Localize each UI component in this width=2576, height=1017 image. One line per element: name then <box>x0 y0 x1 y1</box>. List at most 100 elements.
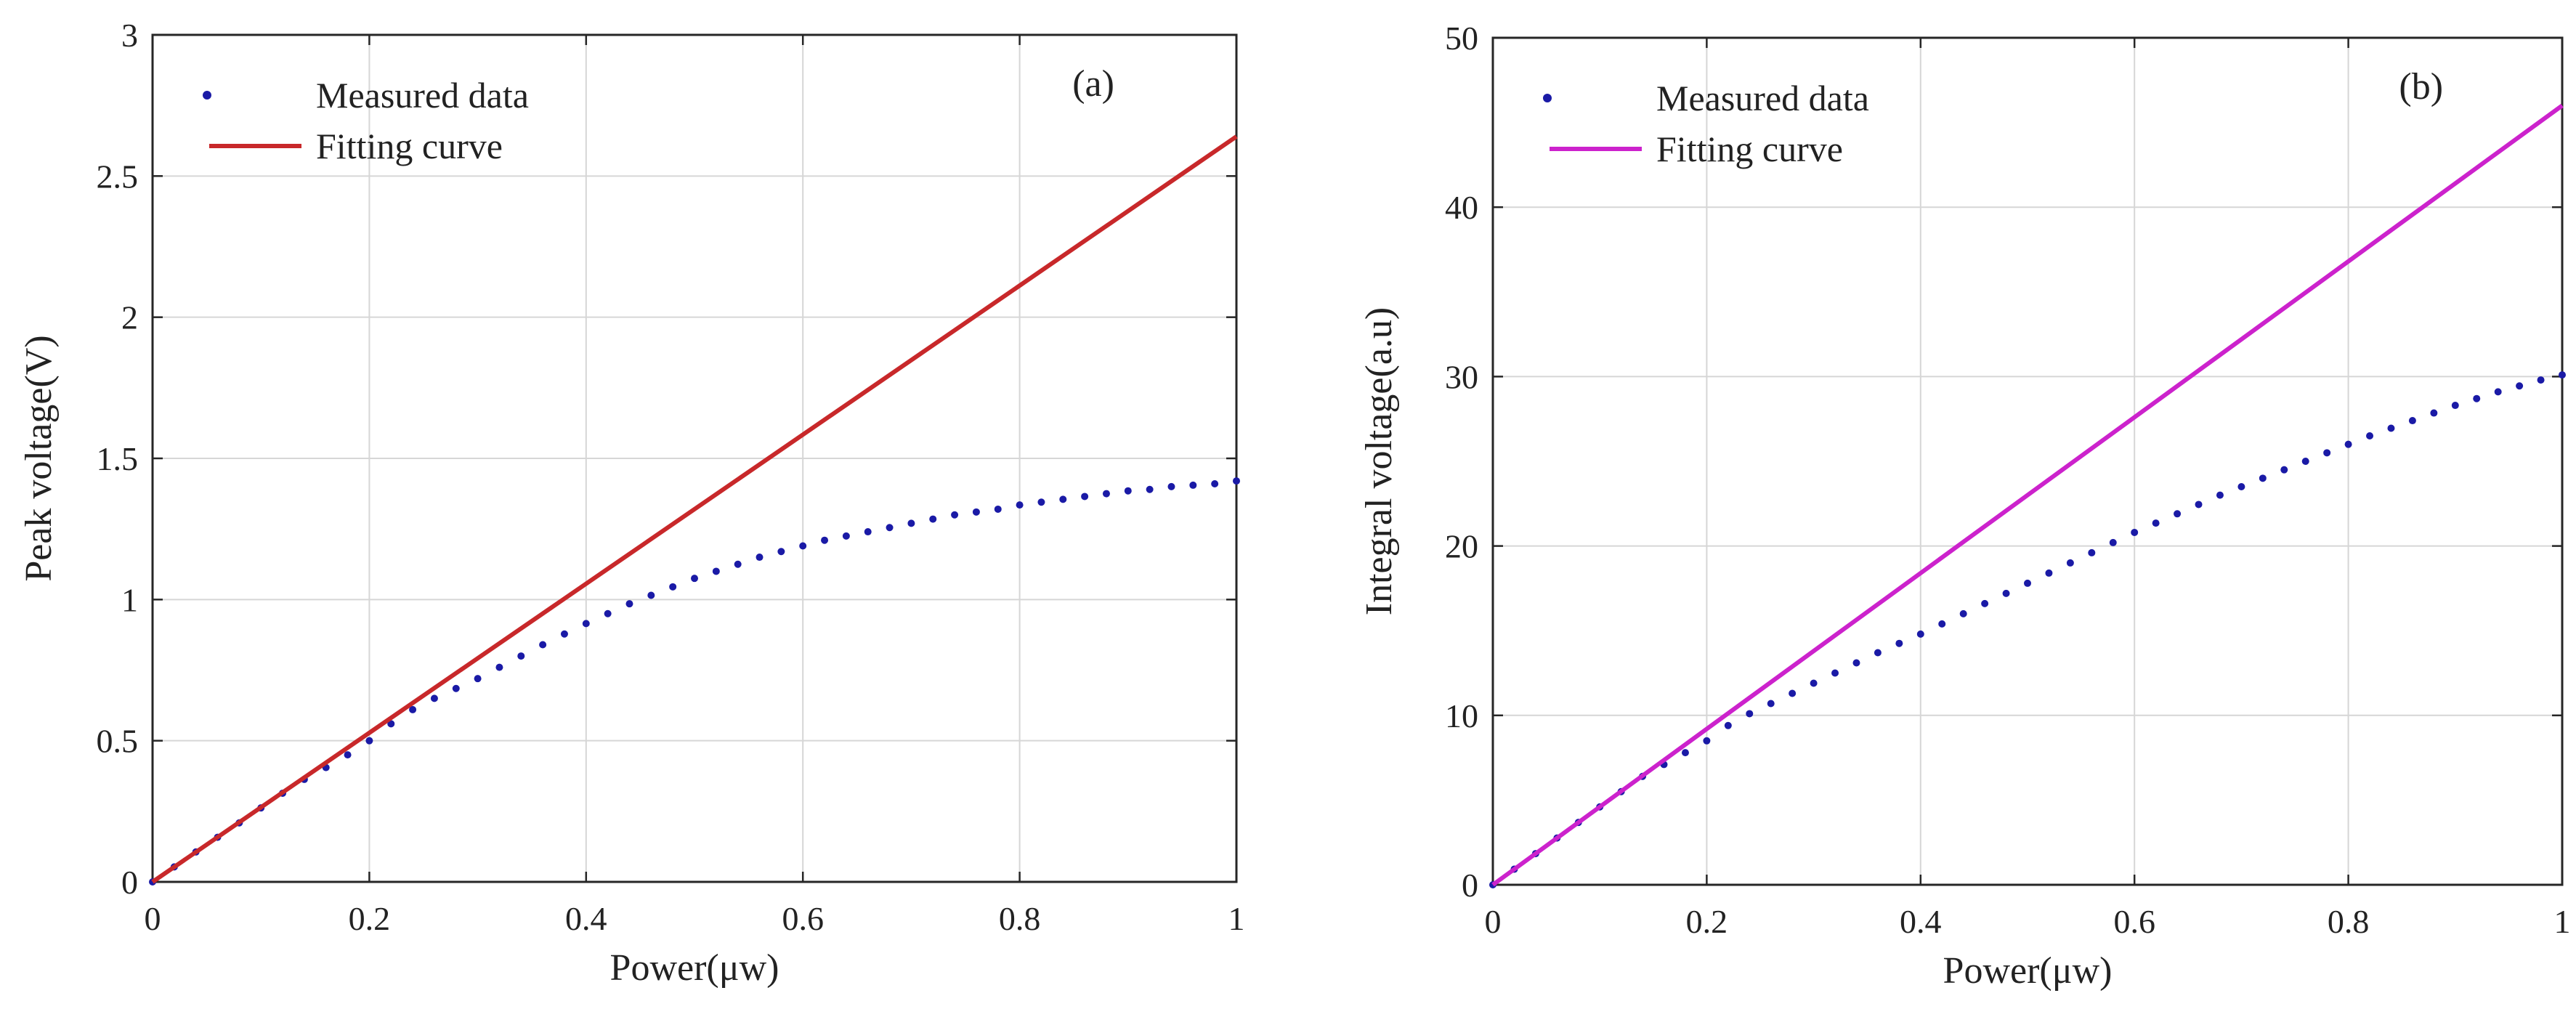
measured-data-point <box>777 548 785 556</box>
panel-label-b: (b) <box>2399 66 2443 108</box>
measured-data-point <box>2109 538 2117 546</box>
measured-data-point <box>669 583 677 591</box>
x-axis-title-a: Power(μw) <box>610 947 779 989</box>
y-tick-label: 0 <box>1462 867 1478 904</box>
measured-data-point <box>1852 659 1860 667</box>
measured-data-point <box>2537 376 2545 384</box>
y-tick-label: 50 <box>1445 20 1478 57</box>
measured-data-point <box>1102 490 1110 498</box>
measured-data-point <box>2174 510 2182 518</box>
y-tick-label: 30 <box>1445 358 1478 395</box>
measured-data-point <box>1124 487 1132 495</box>
measured-data-point <box>1233 477 1240 485</box>
measured-data-point <box>2195 501 2203 508</box>
measured-data-point <box>1874 649 1882 657</box>
measured-data-point <box>2366 432 2374 440</box>
x-tick-labels-a: 0 0.2 0.4 0.6 0.8 1 <box>145 900 1245 937</box>
legend-marker-measured <box>1543 94 1552 102</box>
measured-data-point <box>756 554 764 562</box>
y-axis-title-b: Integral voltage(a.u) <box>1358 307 1400 615</box>
measured-data-point <box>734 560 742 568</box>
x-tick-label: 0.2 <box>349 900 391 937</box>
measured-data-point <box>972 508 980 516</box>
measured-data-point <box>1831 669 1839 677</box>
measured-data-point <box>994 505 1002 513</box>
x-tick-label: 0.8 <box>999 900 1041 937</box>
y-tick-labels-b: 0 10 20 30 40 50 <box>1445 20 1478 904</box>
measured-data-point <box>2387 424 2395 432</box>
measured-data-point <box>1746 710 1754 718</box>
measured-data-point <box>582 620 590 628</box>
measured-data-point <box>2473 394 2481 402</box>
measured-data-point <box>2088 548 2096 556</box>
x-tick-label: 0.8 <box>2328 903 2370 940</box>
measured-data-point <box>691 575 698 583</box>
measured-data-point <box>2131 528 2139 536</box>
measured-data-point <box>821 536 829 544</box>
axis-ticks-a <box>151 33 1238 883</box>
measured-data-point <box>1916 630 1924 638</box>
y-tick-label: 0.5 <box>97 723 139 760</box>
x-tick-label: 0.6 <box>782 900 824 937</box>
measured-data-point <box>1959 609 1967 617</box>
measured-data-point <box>2451 402 2459 410</box>
panel-label-a: (a) <box>1072 63 1114 105</box>
plot-frame-b <box>1491 36 2564 886</box>
grid-b <box>1492 37 2563 886</box>
grid-a <box>152 34 1237 883</box>
x-tick-label: 0.6 <box>2113 903 2155 940</box>
x-tick-label: 0.2 <box>1686 903 1728 940</box>
y-tick-label: 1 <box>121 581 138 618</box>
measured-data-point <box>1810 679 1818 687</box>
measured-data-point <box>1938 620 1946 628</box>
measured-data-point <box>517 652 525 660</box>
measured-data-point <box>2152 519 2160 527</box>
measured-data-point <box>387 720 395 728</box>
measured-data-point <box>560 630 568 638</box>
measured-data-point <box>1724 721 1732 729</box>
series-b <box>1489 103 2566 888</box>
x-axis-title-b: Power(μw) <box>1943 950 2113 992</box>
x-tick-label: 0.4 <box>1900 903 1942 940</box>
y-tick-label: 0 <box>121 864 138 901</box>
measured-data-point <box>1189 481 1197 489</box>
measured-data-point <box>907 519 915 527</box>
measured-data-point <box>1167 482 1175 490</box>
legend-label-measured: Measured data <box>316 75 529 116</box>
measured-data-point <box>2430 409 2438 417</box>
y-tick-label: 10 <box>1445 697 1478 734</box>
measured-data-point <box>2045 569 2053 577</box>
measured-data-point <box>2301 458 2309 465</box>
measured-data-point <box>452 684 460 692</box>
legend-a: Measured data Fitting curve <box>203 75 529 166</box>
measured-data-point <box>344 751 352 759</box>
x-tick-label: 0 <box>1485 903 1502 940</box>
measured-data-point <box>647 591 655 599</box>
measured-data-point <box>2237 482 2245 490</box>
measured-data-point <box>2066 559 2074 567</box>
y-tick-label: 2 <box>121 299 138 336</box>
measured-data-point <box>886 524 894 532</box>
legend-label-measured: Measured data <box>1656 78 1869 118</box>
measured-data-point <box>799 542 807 550</box>
axis-ticks-b <box>1491 36 2564 886</box>
measured-data-point <box>2002 589 2010 597</box>
measured-data-point <box>2024 579 2031 587</box>
y-tick-label: 1.5 <box>97 440 139 477</box>
legend-b: Measured data Fitting curve <box>1543 78 1869 169</box>
measured-data-point <box>2280 466 2288 474</box>
measured-data-point <box>1059 495 1067 503</box>
measured-data-point <box>1981 599 1989 607</box>
y-tick-label: 40 <box>1445 189 1478 226</box>
measured-data-point <box>842 532 850 540</box>
series-a <box>149 134 1240 886</box>
y-tick-label: 3 <box>121 17 138 54</box>
measured-data-point <box>2516 382 2524 390</box>
measured-data-point <box>1211 479 1219 487</box>
measured-data-point <box>495 663 503 671</box>
measured-data-point <box>1681 749 1689 757</box>
measured-data-point <box>1146 485 1154 493</box>
measured-data-point <box>539 641 547 649</box>
chart-panel-b: 0 0.2 0.4 0.6 0.8 1 0 10 20 30 40 50 Pow… <box>1358 20 2571 992</box>
